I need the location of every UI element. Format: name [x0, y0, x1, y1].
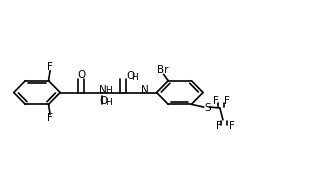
Text: F: F: [213, 96, 219, 106]
Text: O: O: [99, 96, 107, 106]
Text: F: F: [47, 62, 53, 72]
Text: F: F: [216, 121, 222, 131]
Text: N: N: [141, 85, 149, 95]
Text: Br: Br: [157, 65, 168, 75]
Text: F: F: [47, 113, 53, 123]
Text: S: S: [204, 103, 211, 113]
Text: N: N: [99, 85, 107, 95]
Text: H: H: [132, 73, 138, 82]
Text: H: H: [105, 98, 112, 107]
Text: F: F: [229, 121, 235, 131]
Text: F: F: [224, 96, 230, 106]
Text: O: O: [126, 71, 134, 81]
Text: H: H: [105, 86, 112, 95]
Text: O: O: [77, 70, 85, 80]
